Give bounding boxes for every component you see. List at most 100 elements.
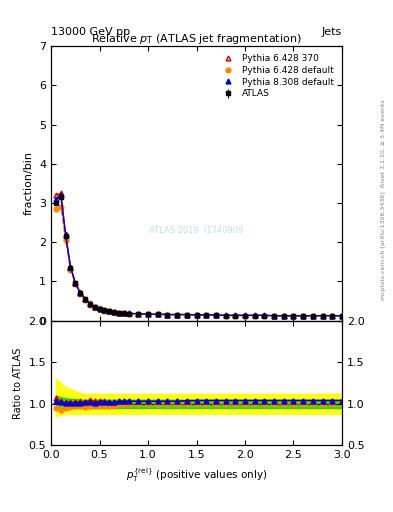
Pythia 8.308 default <box>165 311 170 317</box>
Text: mcplots.cern.ch [arXiv:1306.3436]: mcplots.cern.ch [arXiv:1306.3436] <box>381 191 386 300</box>
Pythia 8.308 default <box>330 313 334 319</box>
Pythia 8.308 default <box>97 306 102 312</box>
Pythia 8.308 default <box>155 311 160 317</box>
Pythia 6.428 370 <box>117 310 121 316</box>
Pythia 8.308 default <box>223 312 228 318</box>
Pythia 6.428 370 <box>63 231 68 238</box>
Pythia 8.308 default <box>252 312 257 318</box>
Pythia 8.308 default <box>78 290 83 296</box>
Pythia 6.428 default <box>184 312 189 318</box>
Pythia 6.428 default <box>63 237 68 243</box>
Pythia 6.428 370 <box>213 312 218 318</box>
Pythia 6.428 370 <box>310 313 315 319</box>
Pythia 8.308 default <box>272 313 276 319</box>
Pythia 6.428 370 <box>165 311 170 317</box>
Pythia 6.428 370 <box>97 306 102 312</box>
Pythia 6.428 default <box>102 308 107 314</box>
Pythia 8.308 default <box>204 312 209 318</box>
Pythia 8.308 default <box>107 308 112 314</box>
Pythia 8.308 default <box>213 312 218 318</box>
Pythia 6.428 370 <box>102 307 107 313</box>
Pythia 8.308 default <box>102 307 107 313</box>
Pythia 6.428 default <box>165 312 170 318</box>
Pythia 8.308 default <box>242 312 247 318</box>
Pythia 6.428 default <box>262 312 267 318</box>
Pythia 6.428 default <box>281 313 286 319</box>
Line: Pythia 6.428 default: Pythia 6.428 default <box>53 204 344 318</box>
Pythia 8.308 default <box>88 301 92 307</box>
Pythia 6.428 370 <box>73 280 78 286</box>
Pythia 6.428 default <box>301 313 305 319</box>
Pythia 6.428 default <box>155 311 160 317</box>
Pythia 6.428 default <box>117 310 121 316</box>
Pythia 8.308 default <box>194 312 199 318</box>
Pythia 6.428 370 <box>121 310 126 316</box>
Pythia 8.308 default <box>73 280 78 286</box>
Pythia 6.428 370 <box>233 312 238 318</box>
Pythia 6.428 370 <box>92 304 97 310</box>
Pythia 6.428 370 <box>175 311 180 317</box>
Pythia 6.428 default <box>59 204 63 210</box>
Pythia 6.428 370 <box>68 264 73 270</box>
Pythia 6.428 default <box>92 304 97 310</box>
Pythia 8.308 default <box>63 232 68 238</box>
Pythia 6.428 370 <box>88 301 92 307</box>
Pythia 6.428 370 <box>330 313 334 319</box>
Pythia 8.308 default <box>301 313 305 319</box>
Pythia 6.428 default <box>340 313 344 319</box>
Pythia 6.428 default <box>107 308 112 314</box>
Pythia 6.428 default <box>242 312 247 318</box>
Pythia 8.308 default <box>340 313 344 319</box>
Text: ATLAS 2019  I1740909: ATLAS 2019 I1740909 <box>149 225 244 234</box>
Pythia 8.308 default <box>59 192 63 198</box>
Pythia 6.428 370 <box>320 313 325 319</box>
Pythia 6.428 370 <box>252 312 257 318</box>
Pythia 6.428 default <box>320 313 325 319</box>
Pythia 6.428 370 <box>136 311 141 317</box>
Pythia 6.428 370 <box>223 312 228 318</box>
Pythia 8.308 default <box>175 311 180 317</box>
Pythia 6.428 default <box>330 313 334 319</box>
Pythia 6.428 default <box>68 267 73 273</box>
Pythia 6.428 default <box>223 312 228 318</box>
Pythia 6.428 default <box>97 306 102 312</box>
Text: Jets: Jets <box>321 27 342 37</box>
Pythia 6.428 default <box>213 312 218 318</box>
Pythia 8.308 default <box>53 196 58 202</box>
Pythia 8.308 default <box>291 313 296 319</box>
Pythia 6.428 default <box>175 312 180 318</box>
Pythia 8.308 default <box>281 313 286 319</box>
Pythia 6.428 370 <box>146 311 151 317</box>
Pythia 6.428 default <box>272 313 276 319</box>
Pythia 8.308 default <box>68 264 73 270</box>
Pythia 6.428 default <box>146 311 151 317</box>
Line: Pythia 6.428 370: Pythia 6.428 370 <box>53 191 344 318</box>
Pythia 6.428 default <box>112 309 116 315</box>
Pythia 6.428 370 <box>340 313 344 319</box>
Pythia 6.428 370 <box>272 313 276 319</box>
Pythia 6.428 default <box>291 313 296 319</box>
Pythia 6.428 370 <box>126 310 131 316</box>
Text: Rivet 3.1.10, ≥ 3.4M events: Rivet 3.1.10, ≥ 3.4M events <box>381 99 386 187</box>
Pythia 6.428 370 <box>53 192 58 198</box>
Pythia 6.428 default <box>83 297 87 303</box>
Pythia 8.308 default <box>83 295 87 302</box>
Y-axis label: Ratio to ATLAS: Ratio to ATLAS <box>13 347 23 419</box>
Pythia 6.428 370 <box>78 289 83 295</box>
Pythia 6.428 default <box>88 302 92 308</box>
Pythia 8.308 default <box>320 313 325 319</box>
Pythia 6.428 370 <box>112 309 116 315</box>
Pythia 8.308 default <box>121 310 126 316</box>
Pythia 8.308 default <box>126 310 131 316</box>
Pythia 6.428 default <box>136 311 141 317</box>
Pythia 6.428 370 <box>59 190 63 196</box>
Pythia 8.308 default <box>112 309 116 315</box>
Pythia 6.428 370 <box>83 295 87 302</box>
Line: Pythia 8.308 default: Pythia 8.308 default <box>53 193 344 318</box>
Pythia 8.308 default <box>310 313 315 319</box>
Pythia 8.308 default <box>184 311 189 317</box>
Pythia 6.428 370 <box>291 313 296 319</box>
Pythia 6.428 370 <box>301 313 305 319</box>
Pythia 8.308 default <box>136 311 141 317</box>
Y-axis label: fraction/bin: fraction/bin <box>24 152 33 216</box>
